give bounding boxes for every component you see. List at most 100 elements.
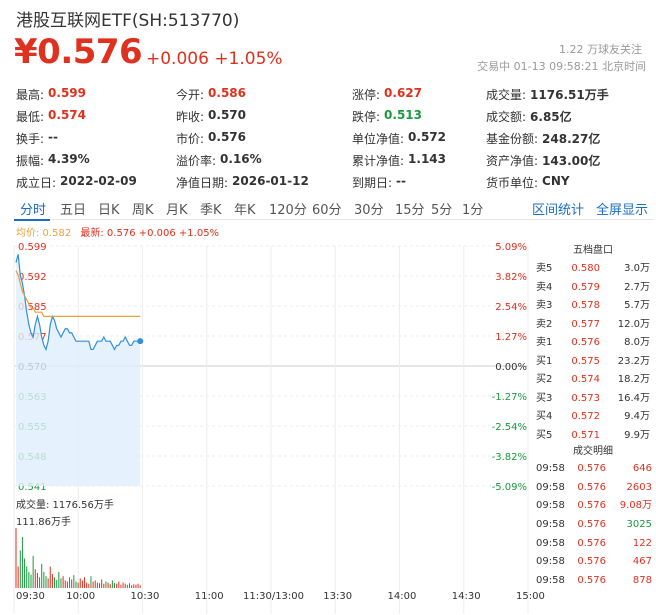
tab-月K[interactable]: 月K (166, 203, 188, 218)
volume-bar (99, 583, 101, 588)
time-axis-label: 10:30 (130, 591, 160, 602)
stat-label: 换手: (16, 131, 45, 146)
stat-value: 0.572 (408, 129, 447, 144)
trade-price: 0.576 (577, 500, 606, 512)
order-book-row: 卖1 0.576 8.0万 (530, 334, 656, 353)
order-book-row: 买2 0.574 18.2万 (530, 371, 656, 390)
tab-1分[interactable]: 1分 (462, 203, 484, 218)
volume-bar (92, 581, 94, 588)
avg-price-line (15, 270, 141, 317)
stat-value: 248.27亿 (542, 131, 601, 146)
volume-bar (66, 581, 68, 588)
order-level: 买2 (536, 374, 553, 385)
trade-price: 0.576 (577, 537, 606, 549)
stat-value: 0.16% (220, 151, 262, 166)
volume-bar (47, 578, 49, 588)
volume-bar (88, 583, 90, 588)
stat-cell: 昨收: 0.570 (176, 108, 246, 125)
order-volume: 3.0万 (624, 263, 650, 274)
price-axis-label: 0.592 (18, 272, 47, 283)
volume-bar (62, 576, 64, 588)
price-line (15, 254, 141, 352)
order-price: 0.575 (571, 355, 600, 367)
order-volume: 5.7万 (624, 300, 650, 311)
tab-五日[interactable]: 五日 (60, 203, 87, 218)
avg-price-legend: 均价: 0.582 (16, 228, 72, 239)
range-stats-link[interactable]: 区间统计 (532, 203, 585, 218)
volume-bar (58, 571, 60, 588)
stat-label: 最高: (16, 87, 45, 102)
tab-60分[interactable]: 60分 (312, 203, 342, 218)
stat-value: 0.574 (48, 107, 87, 122)
volume-title: 成交量: 1176.56万手 (16, 500, 114, 511)
intraday-chart[interactable]: 0.5990.5920.5850.5770.5700.5630.5550.548… (0, 236, 530, 615)
stat-label: 净值日期: (176, 175, 229, 190)
pct-axis-label: 1.27% (495, 332, 527, 343)
volume-bar (75, 581, 77, 588)
followers-count[interactable]: 1.22 万球友关注 (559, 43, 642, 56)
order-book-row: 买4 0.572 9.4万 (530, 408, 656, 427)
volume-bar (41, 563, 43, 588)
volume-bar (34, 569, 36, 588)
volume-bar (111, 580, 113, 588)
trade-row: 09:58 0.576 9.08万 (530, 497, 656, 516)
pct-axis-label: -3.82% (492, 452, 527, 463)
tab-30分[interactable]: 30分 (354, 203, 384, 218)
stats-row: 最低: 0.574 昨收: 0.570 跌停: 0.513 成交额: 6.85亿 (16, 105, 656, 127)
order-price: 0.571 (571, 429, 600, 441)
stat-label: 成交额: (486, 109, 527, 124)
time-axis-label: 11:00 (194, 591, 224, 602)
stat-value: 0.627 (384, 85, 423, 100)
volume-bar (120, 584, 122, 588)
stat-value: 4.39% (48, 151, 90, 166)
volume-bar (124, 583, 126, 588)
tab-5分[interactable]: 5分 (431, 203, 453, 218)
tab-120分[interactable]: 120分 (269, 203, 307, 218)
volume-bar (129, 583, 131, 588)
pct-axis-label: -5.09% (492, 482, 527, 493)
order-book-row: 买5 0.571 9.9万 (530, 427, 656, 446)
volume-bar (133, 584, 135, 588)
tab-分时[interactable]: 分时 (20, 203, 47, 218)
trade-time: 09:58 (536, 537, 565, 549)
trade-price: 0.576 (577, 519, 606, 531)
order-volume: 2.7万 (624, 281, 650, 293)
price-axis-label: 0.541 (18, 482, 47, 493)
order-book-row: 卖3 0.578 5.7万 (530, 297, 656, 316)
stat-label: 溢价率: (176, 153, 217, 168)
stat-cell: 货币单位: CNY (486, 174, 570, 191)
stat-value: 1.143 (408, 151, 447, 166)
volume-bar (109, 584, 111, 588)
tab-年K[interactable]: 年K (234, 203, 256, 218)
stat-cell: 净值日期: 2026-01-12 (176, 174, 309, 191)
tab-15分[interactable]: 15分 (395, 203, 425, 218)
fullscreen-link[interactable]: 全屏显示 (596, 203, 649, 218)
order-book-row: 卖2 0.577 12.0万 (530, 316, 656, 335)
volume-bar (36, 572, 38, 588)
tab-周K[interactable]: 周K (132, 203, 154, 218)
stat-value: 1176.51万手 (530, 87, 609, 102)
trade-volume: 9.08万 (619, 500, 652, 512)
stat-label: 跌停: (352, 109, 381, 124)
stat-value: 6.85亿 (530, 109, 572, 124)
order-level: 卖4 (536, 281, 553, 293)
volume-bar (118, 581, 120, 588)
time-axis-label: 09:30 (16, 591, 45, 602)
tab-季K[interactable]: 季K (200, 203, 222, 218)
stat-value: -- (48, 129, 59, 144)
stat-cell: 换手: -- (16, 130, 58, 147)
order-level: 卖1 (536, 337, 553, 348)
chart-legend: 均价: 0.582 最新: 0.576 +0.006 +1.05% (16, 224, 219, 239)
stat-cell: 资产净值: 143.00亿 (486, 152, 600, 169)
stat-value: CNY (542, 173, 570, 188)
stat-cell: 成交额: 6.85亿 (486, 108, 572, 125)
tab-日K[interactable]: 日K (98, 203, 120, 218)
volume-max-label: 111.86万手 (16, 517, 71, 528)
stat-label: 涨停: (352, 87, 381, 102)
volume-bar (90, 576, 92, 588)
volume-bar (60, 578, 62, 588)
pct-axis-label: -2.54% (492, 422, 527, 433)
trade-time: 09:58 (536, 556, 565, 568)
volume-bar (17, 566, 19, 588)
volume-bar (69, 577, 71, 588)
